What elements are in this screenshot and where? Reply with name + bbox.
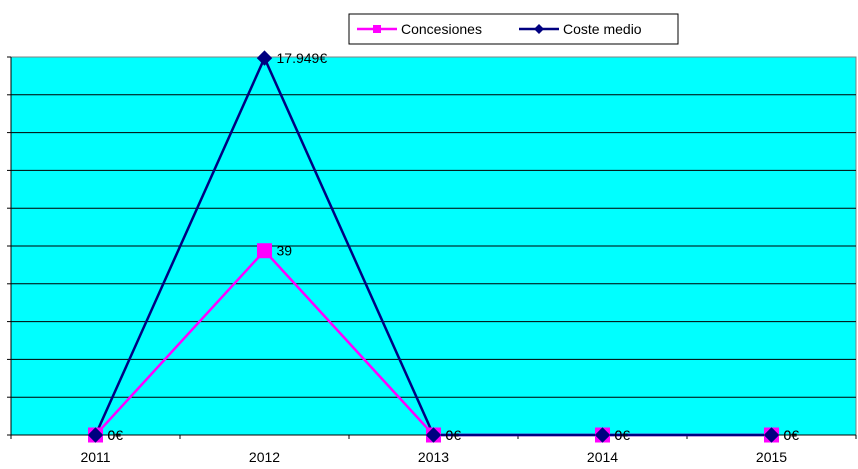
data-label: 0	[446, 427, 454, 443]
data-point-marker	[87, 427, 104, 443]
data-label: 0€	[446, 427, 462, 443]
legend-marker	[373, 25, 381, 33]
legend-label: Coste medio	[563, 21, 642, 37]
legend-box	[348, 13, 679, 45]
x-tick-label: 2012	[249, 449, 280, 465]
data-point-marker	[425, 427, 442, 443]
legend-label: Concesiones	[401, 21, 482, 37]
data-label: 0	[784, 427, 792, 443]
data-label: 0	[108, 427, 116, 443]
legend-marker	[534, 24, 544, 34]
data-label: 0€	[615, 427, 631, 443]
legend: Concesiones Coste medio	[348, 13, 679, 45]
x-tick-label: 2014	[587, 449, 618, 465]
data-label: 39	[277, 243, 293, 259]
data-label: 0€	[784, 427, 800, 443]
data-label: 0€	[108, 427, 124, 443]
series-group	[87, 50, 780, 443]
x-tick-labels: 2011 2012 2013 2014 2015	[80, 449, 787, 465]
data-point-marker	[763, 427, 780, 443]
data-label: 17.949€	[277, 50, 328, 66]
x-tick-label: 2013	[418, 449, 449, 465]
data-point-marker	[257, 243, 272, 259]
gridlines	[11, 94, 856, 398]
data-point-marker	[256, 50, 273, 66]
data-label: 0	[615, 427, 623, 443]
x-tick-label: 2015	[756, 449, 787, 465]
data-point-marker	[594, 427, 611, 443]
x-tick-label: 2011	[80, 449, 110, 465]
